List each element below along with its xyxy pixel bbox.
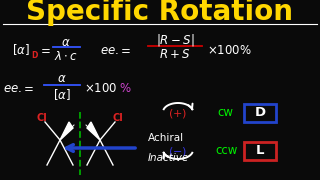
Text: $[\alpha]$: $[\alpha]$ bbox=[12, 42, 30, 57]
Text: $[\alpha]$: $[\alpha]$ bbox=[53, 87, 71, 102]
Text: $ee.$: $ee.$ bbox=[3, 82, 22, 94]
Text: Cl: Cl bbox=[113, 113, 124, 123]
Bar bbox=[244, 142, 276, 160]
Text: $\times 100$: $\times 100$ bbox=[84, 82, 117, 94]
Text: $|R - S|$: $|R - S|$ bbox=[156, 32, 194, 48]
Text: $=$: $=$ bbox=[38, 44, 51, 57]
Text: Specific Rotation: Specific Rotation bbox=[27, 0, 293, 26]
Text: $(-)$: $(-)$ bbox=[168, 145, 188, 158]
Text: Inactive: Inactive bbox=[148, 153, 189, 163]
Text: $=$: $=$ bbox=[118, 44, 131, 57]
Polygon shape bbox=[60, 122, 73, 140]
Text: $R + S$: $R + S$ bbox=[159, 48, 191, 62]
Text: $\alpha$: $\alpha$ bbox=[61, 35, 71, 48]
Text: $\lambda \cdot c$: $\lambda \cdot c$ bbox=[54, 50, 78, 62]
Text: Cl: Cl bbox=[36, 113, 47, 123]
Text: ccw: ccw bbox=[215, 145, 237, 158]
Text: $(+)$: $(+)$ bbox=[168, 107, 188, 120]
Text: $ee.$: $ee.$ bbox=[100, 44, 119, 57]
Text: D: D bbox=[31, 51, 37, 60]
Text: $\alpha$: $\alpha$ bbox=[57, 73, 67, 86]
Text: $=$: $=$ bbox=[21, 82, 34, 94]
Text: L: L bbox=[256, 145, 264, 158]
Polygon shape bbox=[87, 122, 100, 140]
Text: Achiral: Achiral bbox=[148, 133, 184, 143]
Bar bbox=[244, 104, 276, 122]
Text: $\%$: $\%$ bbox=[119, 82, 132, 94]
Text: $\times 100\%$: $\times 100\%$ bbox=[207, 44, 252, 57]
Text: D: D bbox=[254, 107, 266, 120]
Text: cw: cw bbox=[217, 107, 233, 120]
